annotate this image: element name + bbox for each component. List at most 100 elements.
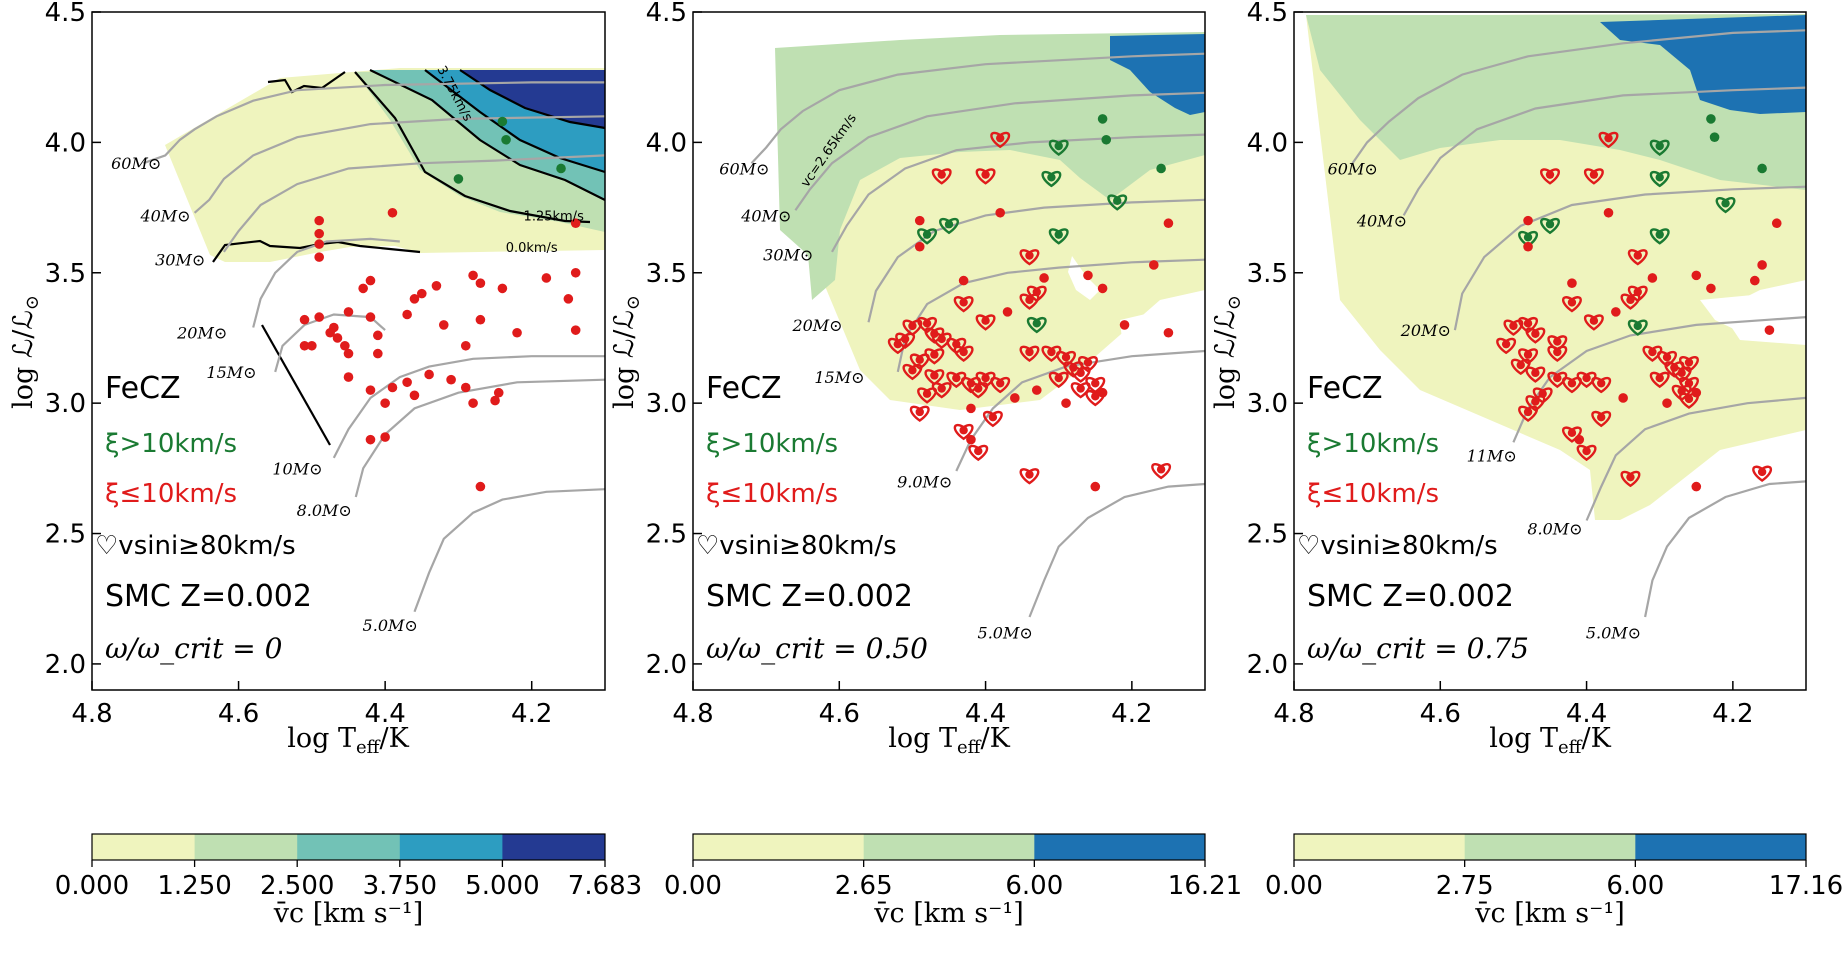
star-point <box>1523 215 1533 226</box>
contour-label: 1.25km/s <box>524 210 585 225</box>
panel-2-frame <box>1293 11 1807 691</box>
star-point <box>1025 347 1034 357</box>
star-point <box>475 314 486 325</box>
annotation-smc: SMC Z=0.002 <box>105 579 312 614</box>
mass-label: 40M⊙ <box>139 206 190 225</box>
star-point <box>981 170 990 179</box>
evolution-track <box>1028 482 1205 618</box>
star-point <box>1054 141 1063 151</box>
star-point <box>1655 373 1664 383</box>
colorbar-segment <box>1294 834 1466 860</box>
star-point <box>1545 170 1555 179</box>
y-tick-label: 2.0 <box>646 650 687 680</box>
mass-label: 20M⊙ <box>791 316 842 335</box>
mass-label: 30M⊙ <box>763 246 813 265</box>
annotation-xi-low: ξ≤10km/s <box>1307 479 1439 509</box>
star-point <box>1501 339 1511 349</box>
star-point <box>922 389 932 398</box>
star-point <box>1523 233 1533 242</box>
annotation-xi-high: ξ>10km/s <box>1307 429 1439 459</box>
colorbar-tick-label: 6.00 <box>1606 871 1664 901</box>
y-tick-label: 3.5 <box>1247 259 1288 289</box>
star-point <box>1684 394 1694 404</box>
annotation-xi-high: ξ>10km/s <box>706 429 838 459</box>
star-point <box>1509 321 1518 331</box>
colorbar-tick-label: 6.00 <box>1005 871 1063 901</box>
star-point <box>497 283 508 294</box>
colorbar-segment <box>399 834 503 860</box>
evolution-track <box>274 313 386 373</box>
panel-1-ylabel: log ℒ/ℒ⊙ <box>609 295 644 409</box>
y-tick-label: 2.0 <box>1247 650 1288 680</box>
star-point <box>1553 373 1562 383</box>
star-point <box>416 288 427 299</box>
star-point <box>468 270 478 281</box>
star-point <box>908 366 917 375</box>
region-navy <box>460 70 605 128</box>
panel-2-mass-labels: 60M⊙ 40M⊙ 20M⊙ 11M⊙ 8.0M⊙ 5.0M⊙ <box>1328 159 1641 642</box>
star-point <box>343 372 354 382</box>
star-point <box>996 133 1005 143</box>
x-tick-label: 4.2 <box>1712 699 1753 729</box>
panel-2-colorbar: 0.00 2.75 6.00 17.16 v̄c [km s⁻¹] <box>1265 833 1843 929</box>
star-point <box>365 385 376 395</box>
star-point <box>1706 283 1716 294</box>
star-point <box>1604 133 1613 143</box>
star-point <box>314 252 324 262</box>
star-point <box>1516 360 1525 370</box>
colorbar-tick-label: 0.000 <box>55 871 129 901</box>
star-point <box>974 446 983 456</box>
star-point <box>299 314 310 325</box>
star-point <box>914 215 925 226</box>
star-point <box>959 347 968 357</box>
mass-label: 15M⊙ <box>814 368 864 387</box>
star-point <box>981 373 990 383</box>
star-point <box>1076 368 1085 378</box>
star-point <box>556 163 566 174</box>
star-point <box>1054 230 1063 239</box>
y-tick-label: 3.0 <box>646 389 687 419</box>
y-tick-label: 2.5 <box>45 520 86 550</box>
star-point <box>299 340 310 351</box>
star-point <box>1097 114 1108 124</box>
panel-2-xlabel: log Teff/K <box>1489 723 1611 758</box>
mass-label: 11M⊙ <box>1467 446 1517 465</box>
star-point <box>1553 337 1562 346</box>
star-point <box>1589 170 1599 179</box>
colorbar-label: v̄c [km s⁻¹] <box>873 898 1024 929</box>
star-point <box>1603 207 1614 218</box>
star-point <box>493 387 504 398</box>
x-tick-label: 4.8 <box>672 699 713 729</box>
evolution-track <box>1585 396 1806 521</box>
star-point <box>1083 270 1093 281</box>
star-point <box>1626 472 1635 482</box>
star-point <box>1633 251 1642 260</box>
star-point <box>541 273 552 283</box>
x-tick-label: 4.4 <box>965 699 1006 729</box>
star-point <box>343 307 354 317</box>
x-tick-label: 4.6 <box>1420 699 1461 729</box>
y-tick-label: 4.5 <box>45 0 86 28</box>
star-point <box>1076 384 1085 393</box>
y-tick-label: 4.5 <box>646 0 687 28</box>
panel-1-axes: 4.8 4.6 4.4 4.2 2.0 2.5 3.0 3.5 4.0 4.5 <box>646 0 1153 729</box>
panel-0-mass-labels: 60M⊙ 40M⊙ 30M⊙ 20M⊙ 15M⊙ 10M⊙ 8.0M⊙ 5.0M⊙ <box>111 154 418 635</box>
annotation-fecz: FeCZ <box>1307 371 1383 406</box>
star-point <box>314 215 324 226</box>
star-point <box>387 382 398 393</box>
mass-label: 60M⊙ <box>1328 159 1378 178</box>
star-point <box>1757 260 1767 270</box>
contour-4 <box>424 69 606 174</box>
y-tick-label: 2.0 <box>45 650 86 680</box>
colorbar-frame <box>692 833 1206 861</box>
panel-0-annotations: FeCZ ξ>10km/s ξ≤10km/s ♡vsini≥80km/s SMC… <box>95 371 312 665</box>
contour-3 <box>369 69 606 201</box>
evolution-track <box>223 154 605 253</box>
star-point <box>570 267 581 278</box>
colorbar-tick-label: 2.500 <box>260 871 334 901</box>
panel-omega-0: 60M⊙40M⊙30M⊙20M⊙15M⊙10M⊙8.0M⊙5.0M⊙ 3.75k… <box>8 0 642 929</box>
panel-omega-050: 60M⊙40M⊙30M⊙20M⊙15M⊙9.0M⊙5.0M⊙ vc=2.65km… <box>609 0 1242 929</box>
star-point <box>1091 392 1100 401</box>
colorbar-label: v̄c [km s⁻¹] <box>1474 898 1625 929</box>
evolution-track <box>831 133 1205 253</box>
